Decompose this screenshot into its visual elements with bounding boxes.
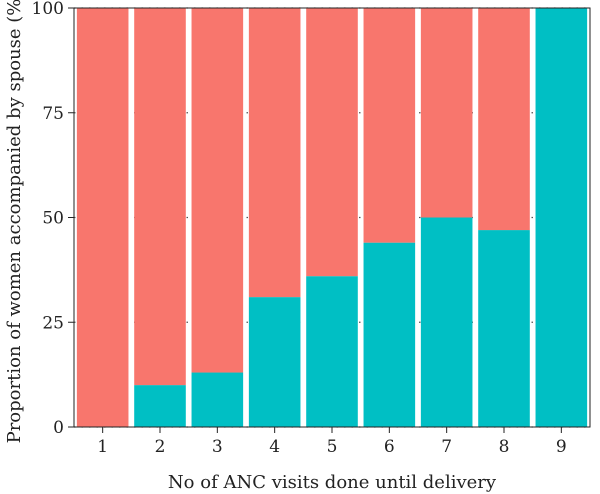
- bar-3-series-1: [191, 372, 244, 427]
- bar-7-series-1: [420, 217, 473, 427]
- y-axis: 0 25 50 75 100: [32, 0, 74, 438]
- bar-6-series-1: [363, 242, 416, 427]
- y-axis-title: Proportion of women accompanied by spous…: [4, 0, 25, 443]
- bar-5-series-2: [306, 8, 358, 277]
- y-tick-label-4: 100: [32, 0, 64, 19]
- x-tick-label-4: 5: [327, 437, 338, 457]
- x-tick-label-8: 9: [556, 437, 567, 457]
- bar-6-series-2: [363, 8, 416, 243]
- bar-3-series-2: [191, 8, 244, 373]
- bar-8-series-1: [478, 230, 530, 427]
- bar-4-series-1: [248, 297, 301, 427]
- x-tick-label-3: 4: [269, 437, 280, 457]
- y-tick-label-0: 0: [53, 418, 64, 438]
- x-tick-label-6: 7: [441, 437, 452, 457]
- bar-1-series-2: [76, 8, 129, 427]
- x-tick-label-7: 8: [499, 437, 510, 457]
- x-tick-label-0: 1: [97, 437, 108, 457]
- bar-2-series-1: [134, 385, 186, 427]
- y-tick-label-3: 75: [42, 104, 64, 124]
- bar-4-series-2: [248, 8, 301, 298]
- y-tick-label-1: 25: [42, 313, 64, 333]
- bar-9-series-1: [535, 8, 588, 427]
- y-tick-label-2: 50: [42, 209, 64, 229]
- x-tick-label-2: 3: [212, 437, 223, 457]
- x-axis-title: No of ANC visits done until delivery: [168, 472, 497, 493]
- bar-8-series-2: [478, 8, 530, 231]
- bars: [76, 8, 588, 427]
- bar-2-series-2: [134, 8, 186, 386]
- x-axis: 1 2 3 4 5 6 7 8 9: [97, 427, 567, 457]
- bar-7-series-2: [420, 8, 473, 218]
- x-tick-label-5: 6: [384, 437, 395, 457]
- bar-5-series-1: [306, 276, 358, 427]
- x-tick-label-1: 2: [155, 437, 166, 457]
